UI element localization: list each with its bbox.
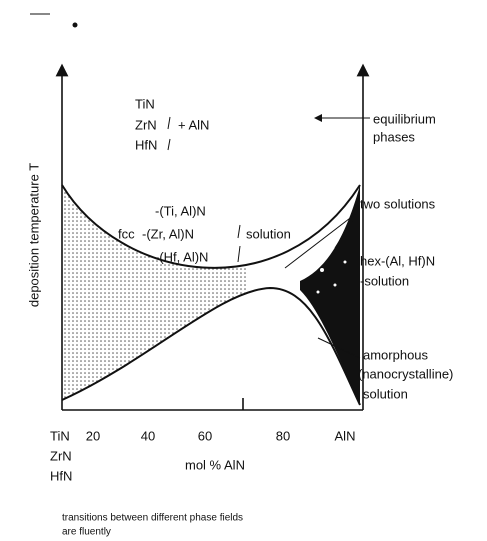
label: -(Hf, Al)N (155, 249, 208, 264)
x-label: HfN (50, 468, 72, 483)
dot (72, 22, 78, 28)
label: (nanocrystalline) (358, 366, 453, 381)
label: solution (246, 226, 291, 241)
hex-region (300, 185, 360, 405)
footnote: are fluently (62, 527, 111, 538)
label: -(Zr, Al)N (142, 226, 194, 241)
footnote: transitions between different phase fiel… (62, 513, 243, 524)
y-axis-label: deposition temperature T (26, 163, 41, 307)
label: solution (363, 386, 408, 401)
x-axis-title: mol % AlN (185, 457, 245, 472)
fcc-region (62, 185, 246, 400)
label: TiN (135, 96, 155, 111)
x-label: ZrN (50, 448, 72, 463)
label: HfN (135, 137, 157, 152)
label: -solution (360, 273, 409, 288)
x-tick-label: 80 (276, 428, 290, 443)
x-tick-label: 60 (198, 428, 212, 443)
x-label: TiN (50, 428, 70, 443)
x-tick-label: 20 (86, 428, 100, 443)
label: + AlN (178, 117, 209, 132)
label: two solutions (360, 196, 436, 211)
label: fcc (118, 226, 135, 241)
label: ZrN (135, 117, 157, 132)
label: hex-(Al, Hf)N (360, 253, 435, 268)
upper-curve (61, 184, 361, 269)
label: amorphous (363, 347, 429, 362)
label: -(Ti, Al)N (155, 203, 206, 218)
label: equilibrium (373, 111, 436, 126)
label: phases (373, 129, 415, 144)
x-label: AlN (335, 428, 356, 443)
x-tick-label: 40 (141, 428, 155, 443)
